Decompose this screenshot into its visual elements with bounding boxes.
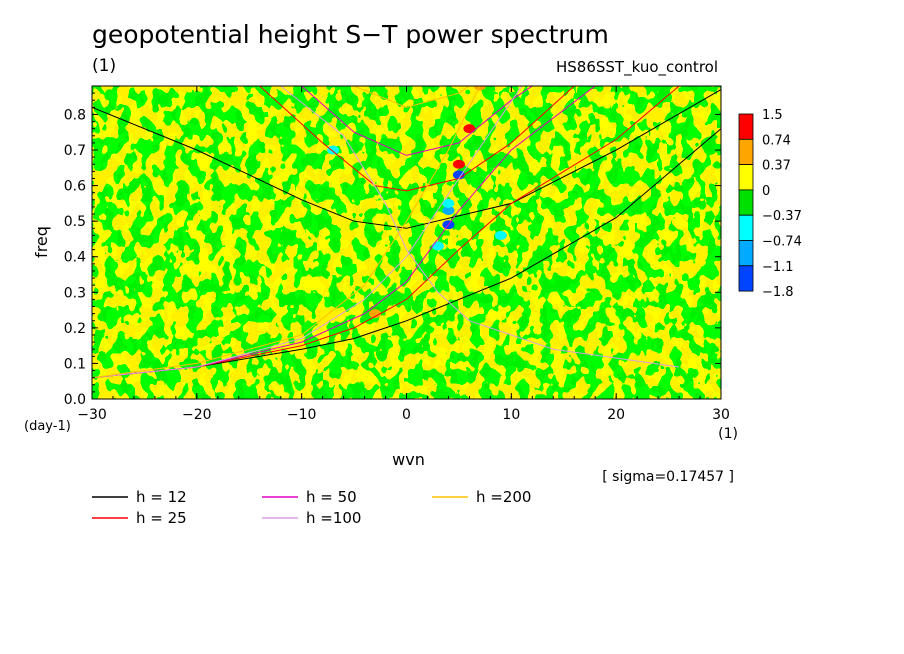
dispersion-curve-5 [301,86,533,156]
dispersion-curve-6 [92,86,523,379]
y-axis-label: freq [32,226,51,258]
legend-label: h = 12 [136,488,187,506]
x-tick-label: 10 [502,407,520,423]
colorbar-label: −1.1 [762,260,794,275]
colorbar-swatch [738,189,754,216]
y-tick-label: 0.4 [64,250,86,266]
dispersion-curve-8 [92,86,481,379]
legend-label: h =200 [476,488,531,506]
spectral-peak-11 [369,309,382,319]
spectral-peak-5 [442,198,455,208]
colorbar-label: 1.5 [762,108,783,123]
x-axis-label: wvn [392,450,425,469]
y-tick-label: 0.1 [64,356,86,372]
colorbar-label: 0.37 [762,159,791,174]
legend-label: h = 50 [306,488,357,506]
legend-label: h =100 [306,509,361,527]
chart-unit-label: (1) [92,56,117,76]
spectral-peak-2 [463,124,476,134]
colorbar-label: −1.8 [762,285,794,300]
colorbar-swatch [738,138,754,166]
y-tick-label: 0.2 [64,321,86,337]
spectral-peak-6 [431,241,444,251]
dispersion-curve-9 [353,86,470,108]
y-axis: 0.0 0.1 0.2 0.3 0.4 0.5 0.6 0.7 0.8 freq (day-1) [24,92,721,434]
y-tick-label: 0.5 [64,214,86,230]
dispersion-curve-4 [92,86,596,379]
run-name-label: HS86SST_kuo_control [556,58,718,76]
dispersion-curve-2 [92,86,680,379]
y-tick-label: 0.7 [64,143,86,159]
chart-title: geopotential height S−T power spectrum [92,20,609,49]
colorbar-label: 0 [762,184,770,199]
y-tick-label: 0.6 [64,179,86,195]
legend: h = 12 h = 25 h = 50 h =100 h =200 [92,488,531,527]
colorbar-swatch [738,113,754,140]
x-tick-label: −20 [182,407,212,423]
y-axis-unit: (day-1) [24,419,71,434]
colorbar-swatch [738,265,754,292]
spectral-peak-3 [442,205,455,215]
x-tick-label: −30 [77,407,107,423]
x-tick-label: −10 [287,407,317,423]
x-tick-label: 20 [607,407,625,423]
dispersion-curve-0 [92,128,721,379]
colorbar-swatch [738,214,754,241]
power-field [92,86,721,399]
dispersion-curve-1 [92,89,721,229]
colorbar-label: 0.74 [762,133,791,148]
x-axis: −30 −20 −10 0 10 20 30 wvn (1) [77,86,738,469]
colorbar: 1.5 0.74 0.37 0 −0.37 −0.74 −1.1 −1.8 [738,108,802,300]
spectral-peak-0 [452,159,465,169]
spectral-peak-10 [473,86,486,91]
y-tick-label: 0.3 [64,285,86,301]
dispersion-curve-7 [280,86,680,368]
x-axis-unit: (1) [718,426,738,442]
x-tick-label: 0 [402,407,411,423]
legend-label: h = 25 [136,509,187,527]
colorbar-swatch [738,240,754,267]
sigma-label: [ sigma=0.17457 ] [602,469,734,485]
colorbar-label: −0.74 [762,235,802,250]
x-tick-label: 30 [712,407,730,423]
colorbar-label: −0.37 [762,209,802,224]
colorbar-swatch [738,164,754,191]
spectral-peak-1 [452,170,465,180]
dispersion-curve-3 [259,86,575,192]
spectral-peak-9 [494,230,507,240]
plot-area [91,85,722,400]
y-tick-label: 0.8 [64,107,86,123]
y-tick-label: 0.0 [64,392,86,408]
spectral-peak-8 [327,145,340,155]
